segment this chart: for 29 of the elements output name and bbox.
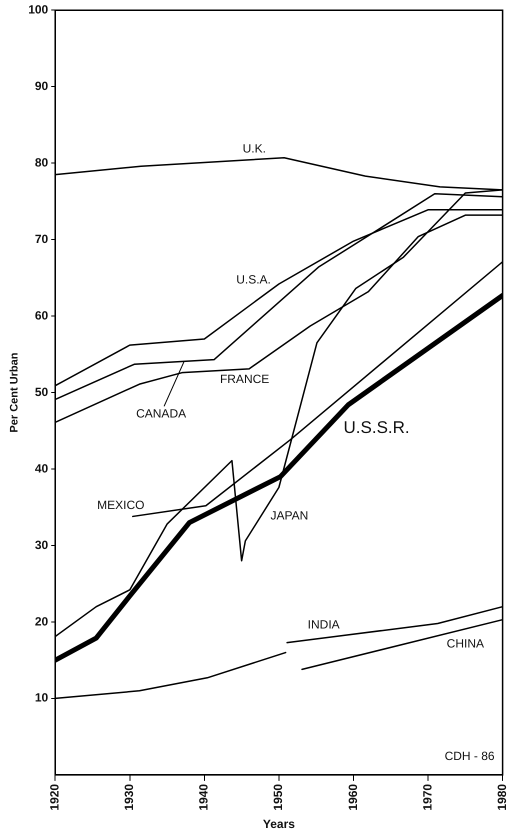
- y-tick-label: 70: [34, 232, 49, 246]
- y-tick-label: 40: [34, 461, 49, 476]
- series-label: U.K.: [242, 142, 266, 156]
- y-tick-label: 20: [34, 614, 49, 628]
- text: CANADA: [136, 406, 186, 420]
- annotation: CDH - 86: [444, 749, 495, 764]
- x-axis-title: Years: [262, 817, 296, 832]
- x-tick-label: 1930: [122, 784, 136, 811]
- y-tick-label: 10: [34, 690, 49, 705]
- x-tick-label: 1950: [271, 784, 286, 811]
- x-tick-label: 1980: [494, 784, 509, 811]
- y-tick-label: 100: [28, 2, 49, 17]
- y-tick-label: 50: [34, 384, 49, 399]
- series-label: JAPAN: [270, 508, 308, 523]
- series-label: FRANCE: [220, 372, 270, 386]
- x-tick-label: 1970: [420, 784, 434, 811]
- series-label: U.S.A.: [236, 272, 271, 286]
- x-tick-label: 1920: [48, 784, 62, 811]
- y-tick-label: 80: [34, 155, 49, 170]
- series-label: INDIA: [308, 617, 340, 632]
- y-axis-title: Per Cent Urban: [8, 352, 21, 433]
- x-tick-label: 1940: [196, 784, 211, 811]
- series-label: CHINA: [446, 636, 484, 650]
- y-tick-label: 30: [34, 538, 49, 552]
- x-tick-label: 1960: [346, 784, 360, 811]
- series-label: MEXICO: [97, 498, 145, 512]
- y-tick-label: 90: [34, 78, 49, 93]
- series-label: U.S.S.R.: [344, 418, 410, 438]
- y-tick-label: 60: [34, 308, 49, 322]
